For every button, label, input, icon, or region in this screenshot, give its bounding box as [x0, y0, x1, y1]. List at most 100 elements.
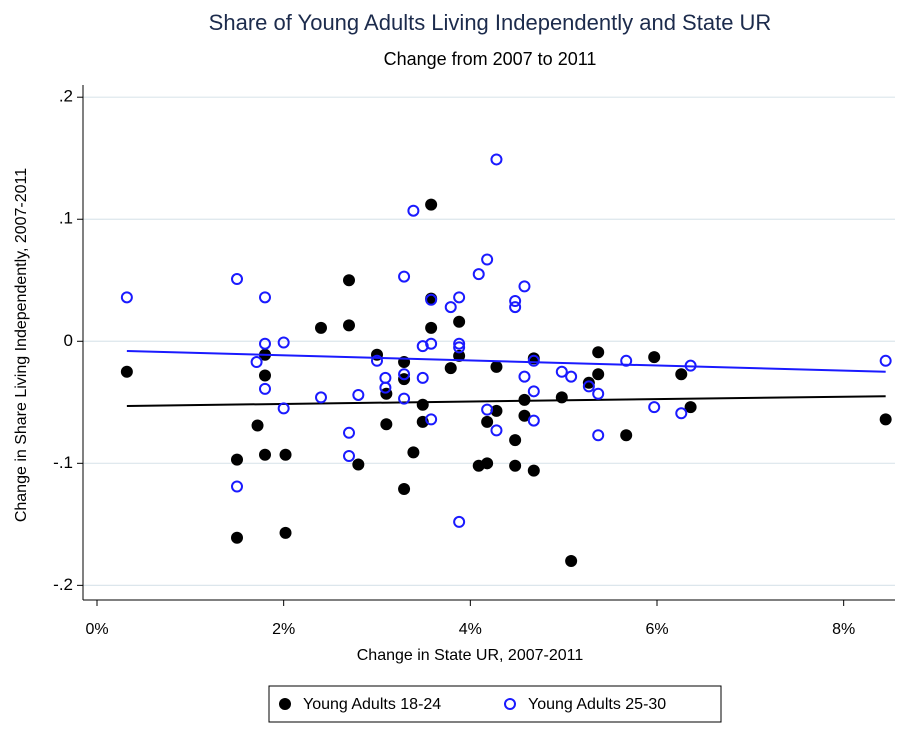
point [620, 429, 633, 442]
point [527, 354, 540, 367]
point [684, 401, 697, 414]
point [120, 365, 133, 378]
x-tick-label: 2% [272, 621, 295, 638]
point [518, 370, 531, 383]
point [481, 403, 494, 416]
point [565, 370, 578, 383]
point [407, 446, 420, 459]
point [555, 391, 568, 404]
fit-line [126, 395, 886, 407]
point [379, 381, 392, 394]
point [481, 415, 494, 428]
point [416, 398, 429, 411]
point [379, 371, 392, 384]
point [592, 429, 605, 442]
point [231, 480, 243, 493]
point [343, 449, 355, 462]
point [453, 315, 466, 328]
point [398, 392, 411, 405]
point [648, 401, 661, 414]
point [425, 413, 438, 426]
point [259, 369, 271, 382]
point [259, 382, 271, 395]
point [398, 270, 411, 283]
point [120, 291, 133, 304]
point [343, 426, 355, 439]
point [582, 380, 595, 393]
point [231, 273, 243, 286]
chart-subtitle: Change from 2007 to 2011 [384, 49, 597, 69]
point [527, 414, 540, 427]
point [490, 424, 503, 437]
point [592, 387, 605, 400]
point [509, 295, 522, 308]
y-axis-label: Change in Share Living Independently, 20… [13, 168, 30, 522]
legend-label: Young Adults 25-30 [528, 696, 666, 713]
point [509, 459, 522, 472]
point [444, 362, 457, 375]
point [555, 365, 568, 378]
point [259, 448, 271, 461]
point [518, 409, 531, 422]
point [490, 360, 503, 373]
point [425, 198, 438, 211]
point [675, 407, 688, 420]
y-tick-label: .1 [59, 209, 73, 228]
y-tick-label: .2 [59, 87, 73, 106]
point [279, 526, 292, 539]
legend-marker [279, 698, 291, 710]
point [416, 371, 429, 384]
chart-title: Share of Young Adults Living Independent… [209, 10, 772, 35]
point [231, 453, 243, 466]
point [425, 337, 438, 350]
point [582, 376, 595, 389]
x-tick-label: 4% [459, 621, 482, 638]
point [398, 482, 411, 495]
point [416, 340, 429, 353]
point [453, 341, 466, 354]
point [259, 337, 271, 350]
point [352, 388, 365, 401]
point [251, 419, 264, 432]
point [675, 368, 688, 381]
point [277, 402, 290, 415]
point [592, 346, 605, 359]
point [315, 321, 327, 334]
point [315, 391, 327, 404]
y-tick-label: -.2 [53, 575, 73, 594]
point [231, 531, 243, 544]
point [371, 354, 383, 367]
point [250, 356, 263, 369]
point [259, 291, 271, 304]
point [527, 464, 540, 477]
legend-marker [504, 698, 516, 710]
point [380, 418, 393, 431]
point [490, 153, 503, 166]
point [481, 253, 494, 266]
point [490, 404, 503, 417]
point [444, 301, 457, 314]
point [277, 336, 290, 349]
point [453, 337, 466, 350]
point [518, 280, 531, 293]
x-axis-label: Change in State UR, 2007-2011 [357, 647, 584, 664]
point [648, 351, 661, 364]
point [527, 385, 540, 398]
point [343, 274, 355, 287]
point [407, 204, 420, 217]
point [620, 354, 633, 367]
legend-label: Young Adults 18-24 [303, 696, 441, 713]
x-tick-label: 0% [85, 621, 108, 638]
point [472, 268, 485, 281]
point [509, 301, 522, 314]
point [398, 368, 411, 381]
point [879, 354, 892, 367]
point [509, 434, 522, 447]
fit-line [126, 350, 886, 373]
point [592, 368, 605, 381]
point [425, 321, 438, 334]
point [481, 457, 494, 470]
point [879, 413, 892, 426]
point [453, 515, 466, 528]
